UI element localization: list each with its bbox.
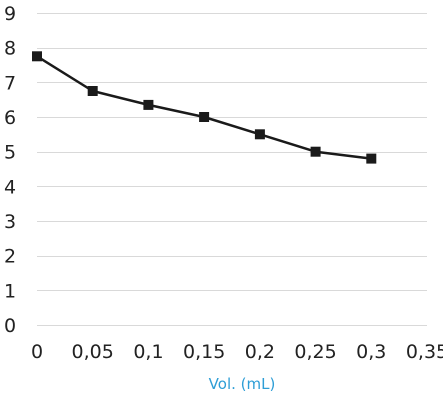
series-line [36, 55, 372, 160]
y-tick-label: 8 [4, 38, 16, 60]
y-tick-label: 2 [4, 246, 16, 268]
x-tick-label: 0,2 [245, 341, 275, 363]
y-tick-label: 6 [4, 107, 16, 129]
x-tick-label: 0,3 [356, 341, 386, 363]
data-point-marker [254, 129, 265, 140]
x-tick-label: 0,05 [72, 341, 114, 363]
data-point-marker [32, 51, 42, 62]
y-axis-tick-labels: 0 1 2 3 4 5 6 7 8 9 [4, 3, 16, 337]
y-tick-label: 5 [4, 142, 16, 164]
y-tick-label: 3 [4, 211, 16, 233]
data-point-marker [87, 86, 98, 96]
data-point-marker [199, 112, 210, 122]
data-point-marker [143, 99, 154, 110]
data-point-marker [366, 153, 377, 164]
data-point-marker [310, 146, 321, 157]
y-tick-label: 4 [4, 176, 16, 198]
x-axis-tick-labels: 0 0,05 0,1 0,15 0,2 0,25 0,3 0,35 [31, 341, 443, 363]
y-tick-label: 0 [4, 315, 16, 337]
y-tick-label: 9 [4, 3, 16, 25]
x-axis-title: Vol. (mL) [209, 375, 276, 393]
x-tick-label: 0,25 [294, 341, 336, 363]
x-tick-label: 0,35 [406, 341, 443, 363]
x-tick-label: 0,15 [183, 341, 225, 363]
gridlines [37, 13, 427, 326]
y-tick-label: 1 [4, 280, 16, 302]
x-tick-label: 0,1 [133, 341, 163, 363]
x-tick-label: 0 [31, 341, 43, 363]
y-tick-label: 7 [4, 72, 16, 94]
data-series [32, 51, 377, 164]
